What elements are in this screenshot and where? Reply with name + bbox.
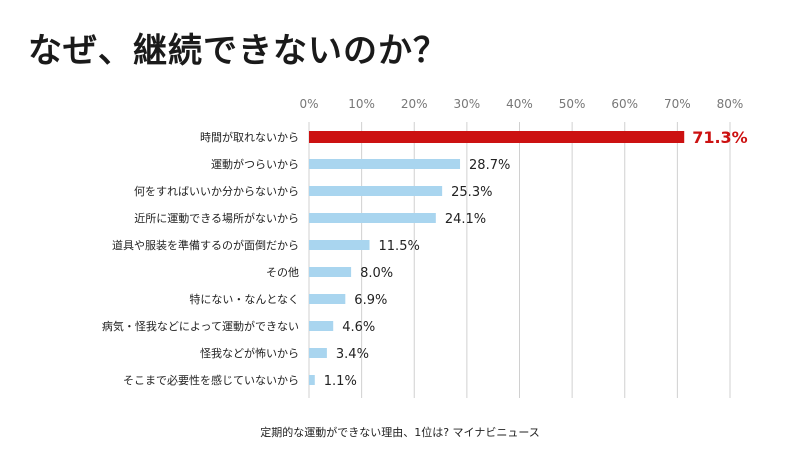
value-label: 25.3% (451, 185, 492, 200)
category-label: 道具や服装を準備するのが面倒だから (112, 238, 299, 252)
category-label: 特にない・なんとなく (189, 292, 299, 306)
value-label: 1.1% (324, 374, 357, 389)
x-tick-label: 10% (348, 97, 375, 111)
x-tick-label: 80% (717, 97, 744, 111)
x-tick-label: 70% (664, 97, 691, 111)
x-tick-label: 30% (454, 97, 481, 111)
bar (309, 213, 436, 223)
bar (309, 267, 352, 277)
category-label: 何をすればいいか分からないから (134, 185, 299, 198)
category-label: その他 (266, 266, 299, 279)
bar (309, 186, 443, 196)
x-tick-label: 40% (506, 97, 533, 111)
bar (309, 348, 327, 358)
bar (309, 159, 461, 169)
page-title: なぜ、継続できないのか？ (28, 31, 448, 71)
bar (309, 240, 370, 250)
category-label: 病気・怪我などによって運動ができない (102, 319, 299, 333)
chart-axis-ticks: 0% 10% 20% 30% 40% 50% 60% 70% 80% (299, 97, 743, 111)
chart-category-labels: 時間が取れないから運動がつらいから何をすればいいか分からないから近所に運動できる… (102, 130, 299, 387)
source-caption: 定期的な運動ができない理由、1位は? マイナビニュース (260, 426, 540, 439)
value-label: 71.3% (692, 128, 748, 147)
x-tick-label: 60% (611, 97, 638, 111)
chart-value-labels: 71.3% 28.7% 25.3% 24.1% 11.5% 8.0% 6.9% 4.6% 3.4… (324, 128, 748, 389)
value-label: 8.0% (360, 266, 393, 281)
value-label: 4.6% (342, 320, 375, 335)
category-label: 近所に運動できる場所がないから (134, 211, 299, 225)
category-label: 怪我などが怖いから (200, 346, 299, 360)
x-tick-label: 50% (559, 97, 586, 111)
value-label: 24.1% (445, 212, 486, 227)
bar (309, 321, 334, 331)
category-label: 運動がつらいから (211, 157, 299, 171)
value-label: 11.5% (379, 239, 420, 254)
chart-bars (309, 131, 685, 385)
bar (309, 131, 685, 143)
bar (309, 294, 346, 304)
x-tick-label: 20% (401, 97, 428, 111)
value-label: 28.7% (469, 158, 510, 173)
value-label: 6.9% (354, 293, 387, 308)
category-label: そこまで必要性を感じていないから (123, 373, 299, 387)
bar (309, 375, 315, 385)
category-label: 時間が取れないから (200, 130, 299, 144)
value-label: 3.4% (336, 347, 369, 362)
x-tick-label: 0% (299, 97, 318, 111)
